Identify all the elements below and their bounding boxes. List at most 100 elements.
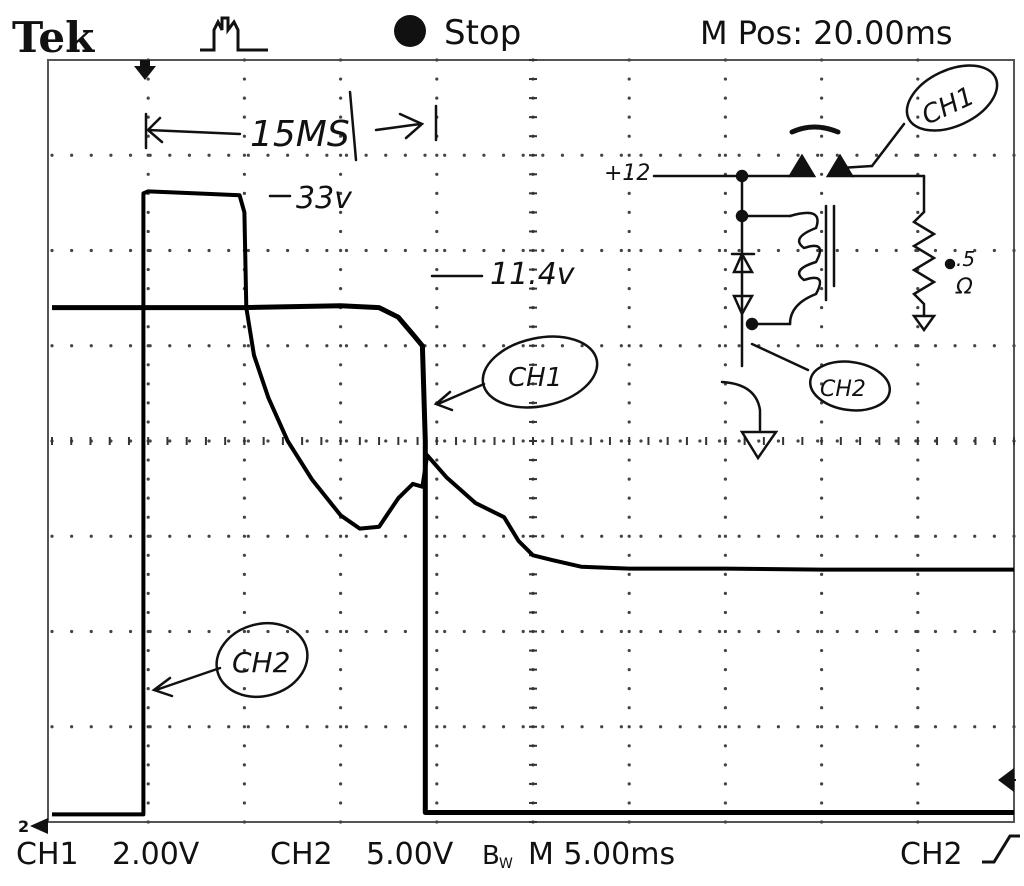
grid-dot [266,629,270,634]
grid-dot [914,153,918,157]
grid-dot [723,496,728,500]
grid-dot [89,248,93,253]
grid-dot [246,534,250,538]
grid-dot [916,134,920,138]
grid-dot [717,725,722,729]
grid-dot [627,610,631,615]
ch1-schematic-ellipse [905,64,999,132]
grid-dot [627,820,631,824]
grid-dot [933,725,938,729]
grid-dot [242,820,246,824]
grid-dot [737,248,741,253]
grid-dot [698,153,702,157]
grid-dot [344,629,349,634]
grid-dot [639,344,643,348]
grid-dot [462,439,466,443]
grid-dot [146,77,150,81]
main-position-readout: M Pos: 20.00ms [700,14,953,52]
grid-dot [146,267,150,272]
grid-dot [339,134,343,138]
grid-dot [266,344,270,348]
timebase-readout: M 5.00ms [528,837,675,872]
grid-dot [916,744,920,748]
grid-dot [242,706,246,710]
grid-dot [339,801,343,805]
acquisition-pulse-icon [200,16,268,52]
grid-dot [435,77,439,81]
grid-dot [627,363,631,367]
grid-dot [435,687,439,691]
grid-dot [339,420,343,424]
grid-dot [698,725,702,729]
grid-dot [285,534,290,538]
grid-dot [627,572,631,576]
grid-dot [916,706,920,710]
grid-dot [757,439,761,443]
grid-dot [325,439,329,443]
grid-dot [242,629,246,634]
grid-dot [128,344,133,348]
grid-dot [820,687,824,691]
grid-dot [285,344,290,348]
grid-dot [973,725,977,729]
grid-dot [339,77,343,81]
grid-dot [678,629,682,634]
grid-dot [659,344,663,348]
grid-dot [50,534,54,538]
grid-dot [435,668,439,672]
grid-dot [916,96,920,100]
grid-dot [600,439,604,443]
ch2-ground-marker: 2 [18,817,29,836]
grid-dot [914,439,918,443]
grid-dot [855,344,859,348]
grid-dot [109,344,113,348]
grid-dot [914,725,918,729]
grid-dot [242,420,246,424]
grid-dot [325,725,329,729]
grid-dot [207,344,211,348]
grid-dot [627,801,631,805]
grid-dot [820,306,824,310]
grid-dot [916,363,920,367]
grid-dot [820,344,824,348]
grid-dot [146,668,150,672]
grid-dot [207,629,211,634]
grid-dot [820,477,824,481]
grid-dot [835,248,839,253]
grid-dot [501,629,506,634]
grid-dot [435,229,439,234]
grid-dot [482,725,486,729]
grid-dot [266,534,270,538]
grid-dot [541,248,545,253]
grid-dot [50,248,54,253]
grid-dot [339,629,343,634]
grid-dot [148,534,152,538]
grid-dot [148,344,152,348]
grid-dot [482,629,486,634]
grid-dot [678,344,682,348]
grid-dot [246,248,250,253]
grid-dot [187,629,192,634]
grid-dot [914,534,918,538]
grid-dot [816,344,820,348]
grid-dot [435,58,439,62]
grid-dot [580,725,584,729]
grid-dot [435,344,439,348]
grid-dot [168,725,172,729]
grid-dot [339,153,343,157]
grid-dot [796,725,800,729]
grid-dot [227,439,231,443]
grid-dot [916,687,920,691]
grid-dot [874,439,879,443]
grid-dot [639,725,643,729]
grid-dot [541,153,545,157]
grid-dot [146,325,150,329]
grid-dot [50,725,54,729]
grid-dot [339,553,343,557]
grid-dot [242,610,246,615]
grid-dot [227,534,231,538]
grid-dot [148,439,152,443]
grid-dot [619,248,623,253]
grid-dot [242,744,246,748]
grid-dot [916,287,920,291]
